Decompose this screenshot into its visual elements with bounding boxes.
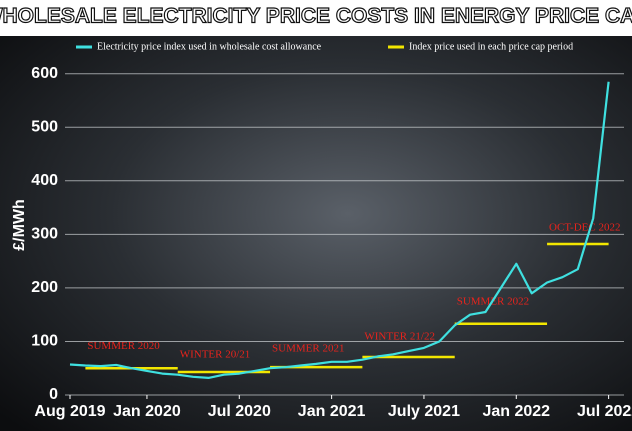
chart-title: WHOLESALE ELECTRICITY PRICE COSTS IN ENE… — [0, 5, 632, 28]
x-tick-label: July 2021 — [388, 403, 460, 420]
y-tick-label: 600 — [31, 65, 58, 82]
y-tick-label: 100 — [31, 333, 58, 350]
y-tick-label: 200 — [31, 279, 58, 296]
period-label: OCT-DEC 2022 — [549, 222, 620, 234]
y-axis-label: £/MWh — [11, 199, 28, 251]
y-tick-label: 300 — [31, 226, 58, 243]
x-tick-label: Aug 2019 — [34, 403, 105, 420]
legend-label: Electricity price index used in wholesal… — [97, 41, 322, 52]
period-label: SUMMER 2021 — [272, 343, 344, 355]
x-tick-label: Jul 2020 — [208, 403, 271, 420]
y-tick-label: 0 — [49, 386, 58, 403]
background — [0, 36, 632, 431]
x-tick-label: Jan 2020 — [113, 403, 181, 420]
y-tick-label: 400 — [31, 172, 58, 189]
x-tick-label: Jul 2022 — [577, 403, 632, 420]
period-label: WINTER 21/22 — [364, 331, 435, 343]
y-tick-label: 500 — [31, 118, 58, 135]
x-tick-label: Jan 2021 — [298, 403, 366, 420]
period-label: SUMMER 2020 — [87, 340, 160, 352]
legend-label: Index price used in each price cap perio… — [409, 41, 573, 52]
price-line — [69, 81, 610, 379]
x-tick-label: Jan 2022 — [482, 403, 550, 420]
period-label: WINTER 20/21 — [180, 349, 251, 361]
